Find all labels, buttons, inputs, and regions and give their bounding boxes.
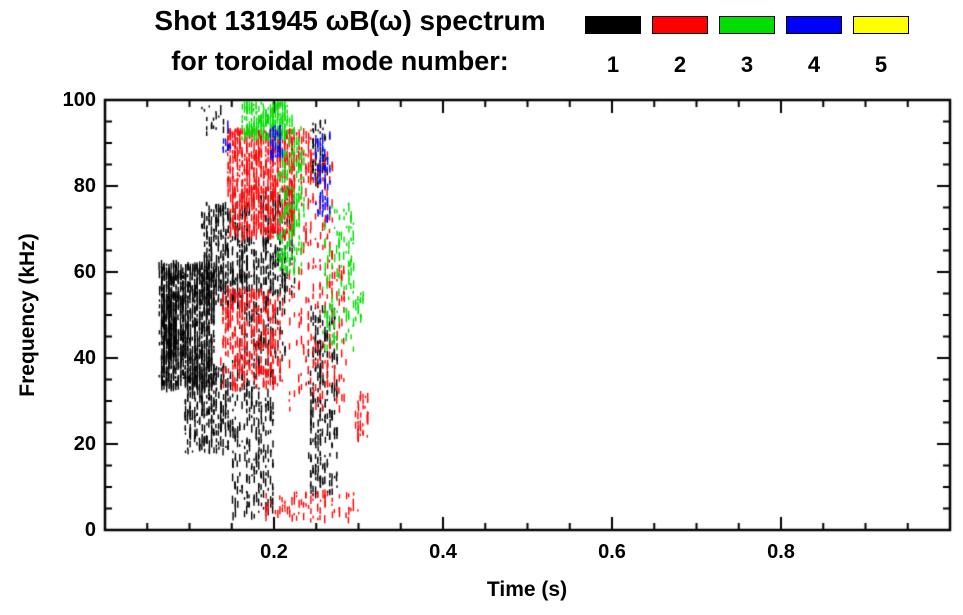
x-axis-label: Time (s): [486, 578, 568, 601]
x-tick-label: 0.4: [429, 541, 457, 563]
y-tick-label: 40: [73, 347, 96, 369]
y-axis-label: Frequency (kHz): [16, 233, 39, 397]
legend-swatch-mode-2: [652, 16, 708, 34]
y-tick-label: 100: [62, 89, 96, 111]
legend-label-mode-2: 2: [673, 52, 687, 77]
legend-swatch-mode-5: [853, 16, 909, 34]
y-tick-label: 20: [73, 433, 96, 455]
y-tick-label: 0: [84, 519, 96, 541]
legend-swatch-mode-1: [585, 16, 641, 34]
legend-label-mode-1: 1: [606, 52, 620, 77]
legend-swatch-mode-3: [719, 16, 775, 34]
x-tick-label: 0.8: [767, 541, 795, 563]
y-tick-label: 60: [73, 261, 96, 283]
y-tick-label: 80: [73, 175, 96, 197]
legend-label-mode-4: 4: [807, 52, 821, 77]
x-tick-label: 0.6: [598, 541, 626, 563]
chart-title: Shot 131945 ωB(ω) spectrum: [154, 5, 546, 36]
x-tick-label: 0.2: [260, 541, 288, 563]
legend-swatch-mode-4: [786, 16, 842, 34]
chart-subtitle: for toroidal mode number:: [171, 46, 509, 76]
legend-label-mode-5: 5: [874, 52, 888, 77]
legend-label-mode-3: 3: [740, 52, 754, 77]
